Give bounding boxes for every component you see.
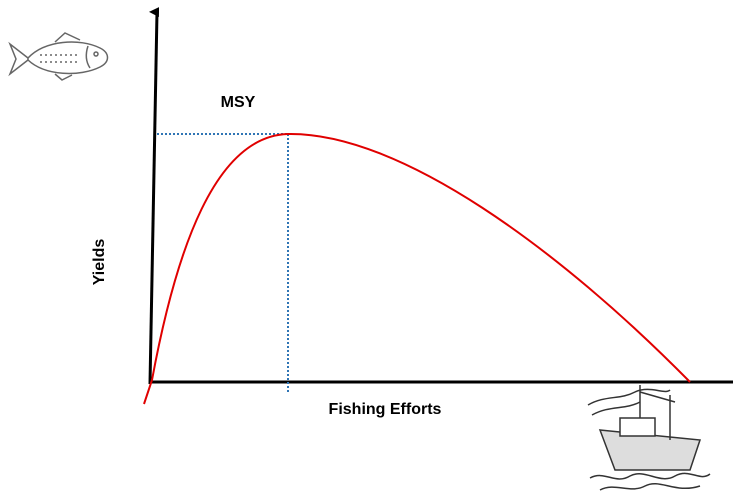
y-axis-label: Yields	[91, 239, 108, 286]
yield-curve	[144, 134, 690, 404]
msy-label: MSY	[221, 94, 256, 111]
page: MSY Yields Fishing Efforts (() => { cons…	[0, 0, 733, 496]
fish-icon	[10, 33, 108, 80]
diagram: MSY Yields Fishing Efforts	[0, 0, 733, 496]
boat-icon	[588, 385, 710, 490]
y-axis	[150, 12, 157, 384]
x-axis-label: Fishing Efforts	[329, 401, 442, 418]
